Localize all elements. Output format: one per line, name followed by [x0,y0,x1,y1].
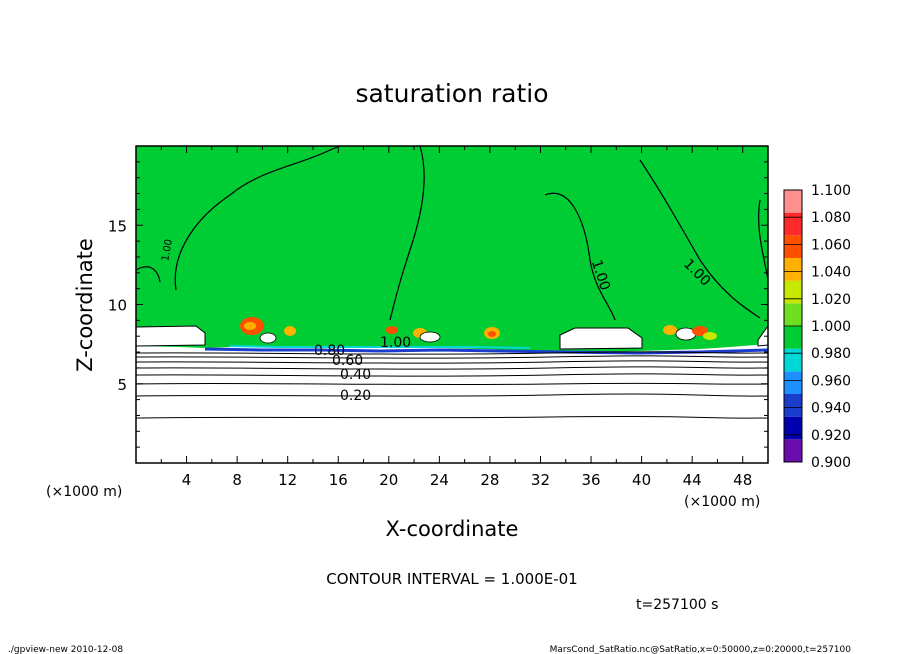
colorbar-label: 1.020 [811,292,851,308]
colorbar-swatch [784,439,802,462]
colorbar-swatch [784,212,802,236]
time-label: t=257100 s [636,597,718,613]
contour-interval-label: CONTOUR INTERVAL = 1.000E-01 [326,570,577,588]
x-unit-label: (×1000 m) [684,494,760,510]
x-axis: 4 8 12 16 20 24 28 32 36 40 44 48 [160,146,752,489]
colorbar-label: 1.080 [811,210,851,226]
colorbar-swatch [784,303,802,326]
x-tick-label: 16 [329,471,348,489]
colorbar-label: 0.940 [811,401,851,417]
colorbar-swatch [784,394,802,417]
colorbar-label: 0.960 [811,373,851,389]
green-region [136,146,768,352]
colorbar-swatch [784,416,802,440]
footer-right: MarsCond_SatRatio.nc@SatRatio,x=0:50000,… [550,645,852,654]
x-tick-label: 20 [379,471,398,489]
colorbar-swatch [784,326,802,349]
colorbar-label: 0.900 [811,455,851,471]
contour-label: 1.00 [380,335,411,351]
supersaturation-blobs [240,317,717,344]
colorbar-swatch [784,280,802,304]
contour-label: 0.20 [340,388,371,404]
y-tick-label: 15 [108,217,127,235]
contour-label: 0.80 [314,343,345,359]
y-tick-label: 5 [117,376,127,394]
x-tick-label: 36 [581,471,600,489]
y-unit-label: (×1000 m) [46,484,122,500]
colorbar-swatch [784,235,802,258]
x-axis-label: X-coordinate [386,517,519,541]
contour-label: 0.40 [340,367,371,383]
x-tick-label: 40 [632,471,651,489]
chart-title: saturation ratio [355,79,548,108]
colorbar-swatch [784,348,802,372]
plot-area [135,145,769,464]
x-tick-label: 24 [430,471,449,489]
colorbar-label: 1.100 [811,183,851,199]
x-tick-label: 12 [278,471,297,489]
white-patch-left [135,325,206,347]
colorbar-label: 1.060 [811,237,851,253]
x-tick-label: 32 [531,471,550,489]
colorbar-swatch [784,371,802,394]
y-tick-label: 10 [108,297,127,315]
colorbar-label: 0.980 [811,346,851,362]
x-tick-label: 44 [683,471,702,489]
contour-label: 0.60 [332,353,363,369]
contour-label: 1.00 [160,238,175,262]
x-tick-label: 48 [733,471,752,489]
white-patch-center [559,327,643,350]
colorbar: 0.900 0.920 0.940 0.960 0.980 1.000 1.020 1.040… [783,183,851,471]
cyan-strip [229,345,531,349]
contour-lines [135,351,769,419]
saturation-contours [135,145,769,321]
x-tick-label: 4 [182,471,192,489]
y-axis: 5 10 15 [108,161,768,448]
colorbar-swatch [784,190,802,213]
colorbar-swatch [784,258,802,281]
footer-left: ./gpview-new 2010-12-08 [8,645,123,654]
x-tick-label: 28 [480,471,499,489]
y-axis-label: Z-coordinate [73,238,97,372]
x-tick-label: 8 [232,471,242,489]
colorbar-label: 1.040 [811,265,851,281]
colorbar-label: 1.000 [811,319,851,335]
colorbar-label: 0.920 [811,428,851,444]
